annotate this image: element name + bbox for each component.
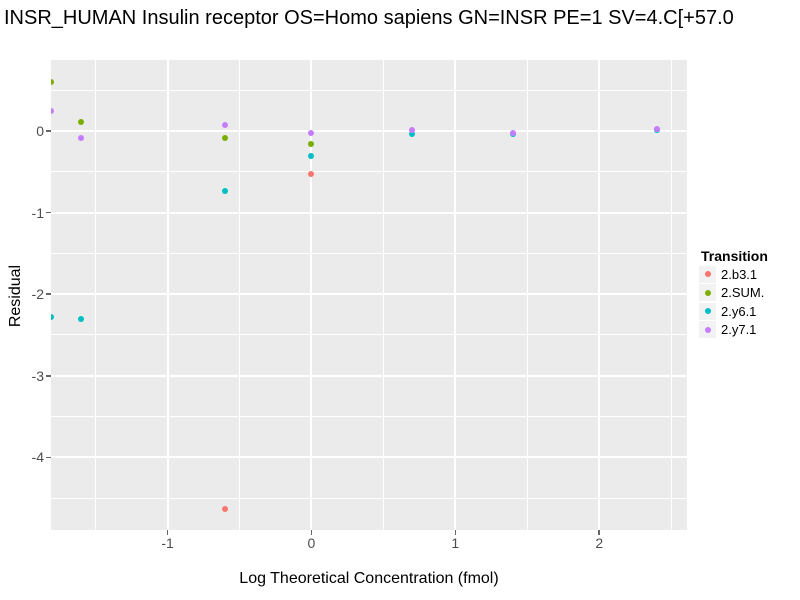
grid-major-horizontal	[51, 211, 687, 214]
data-point-2.y7.1	[308, 129, 315, 136]
grid-major-horizontal	[51, 293, 687, 296]
y-tick-mark	[46, 211, 51, 214]
legend-key	[699, 321, 716, 339]
legend-key	[699, 284, 716, 302]
x-tick-label: -1	[161, 535, 174, 551]
plot-title: INSR_HUMAN Insulin receptor OS=Homo sapi…	[4, 7, 734, 29]
data-point-2.b3.1	[222, 505, 229, 512]
y-tick-label: -3	[31, 367, 44, 384]
grid-major-horizontal	[51, 129, 687, 132]
x-tick-label: 1	[451, 535, 460, 551]
data-point-2.SUM.	[51, 79, 54, 86]
y-tick-label: 0	[36, 122, 44, 139]
plot-panel	[51, 60, 687, 530]
x-tick-mark	[454, 530, 457, 535]
data-point-2.y7.1	[51, 108, 54, 115]
x-tick-mark	[310, 530, 313, 535]
y-tick-label: -2	[31, 286, 44, 303]
data-point-2.y6.1	[78, 315, 85, 322]
y-tick-mark	[46, 456, 51, 459]
data-point-2.y7.1	[409, 127, 416, 134]
legend-item-label: 2.b3.1	[721, 266, 758, 282]
y-tick-label: -4	[31, 449, 44, 466]
grid-minor-horizontal	[51, 252, 687, 254]
grid-minor-horizontal	[51, 416, 687, 418]
legend-item-label: 2.SUM.	[721, 285, 765, 301]
legend-key	[699, 265, 716, 283]
grid-minor-horizontal	[51, 171, 687, 173]
legend-items: 2.b3.1 2.SUM. 2.y6.1 2.y7.1	[699, 265, 768, 339]
legend-item-2.y7.1: 2.y7.1	[699, 321, 768, 340]
grid-minor-horizontal	[51, 89, 687, 91]
data-point-2.y6.1	[409, 131, 416, 138]
legend-item-2.b3.1: 2.b3.1	[699, 265, 768, 284]
legend-dot-icon	[704, 326, 711, 333]
grid-major-horizontal	[51, 456, 687, 459]
x-axis-title: Log Theoretical Concentration (fmol)	[239, 570, 499, 587]
y-tick-mark	[46, 130, 51, 132]
data-point-2.y6.1	[222, 187, 229, 194]
data-point-2.y7.1	[78, 134, 85, 141]
legend-dot-icon	[704, 271, 711, 278]
data-point-2.SUM.	[78, 119, 85, 125]
grid-minor-horizontal	[51, 497, 687, 499]
data-point-2.SUM.	[222, 135, 229, 142]
legend-item-2.SUM.: 2.SUM.	[699, 284, 768, 303]
data-point-2.SUM.	[308, 141, 315, 148]
data-point-2.y7.1	[222, 122, 229, 129]
legend-dot-icon	[704, 289, 711, 296]
x-tick-label: 2	[595, 535, 604, 551]
legend-item-2.y6.1: 2.y6.1	[699, 302, 768, 321]
legend-dot-icon	[704, 308, 711, 315]
legend-item-label: 2.y7.1	[721, 322, 757, 338]
x-tick-mark	[598, 530, 600, 535]
x-tick-label: 0	[307, 535, 316, 551]
data-point-2.y7.1	[509, 129, 516, 136]
y-tick-label: -1	[31, 204, 44, 221]
data-point-2.y6.1	[51, 314, 54, 321]
legend-title: Transition	[701, 248, 768, 264]
legend-key	[699, 302, 716, 320]
y-tick-mark	[46, 375, 51, 377]
grid-major-horizontal	[51, 374, 687, 377]
data-point-2.y7.1	[653, 126, 660, 133]
grid-minor-horizontal	[51, 334, 687, 336]
legend-item-label: 2.y6.1	[721, 303, 757, 319]
data-point-2.y6.1	[308, 153, 315, 160]
legend: Transition 2.b3.1 2.SUM. 2.y6.1 2.y7.1	[699, 248, 768, 339]
x-tick-mark	[166, 530, 169, 535]
y-tick-mark	[46, 293, 51, 295]
data-point-2.b3.1	[308, 171, 315, 178]
